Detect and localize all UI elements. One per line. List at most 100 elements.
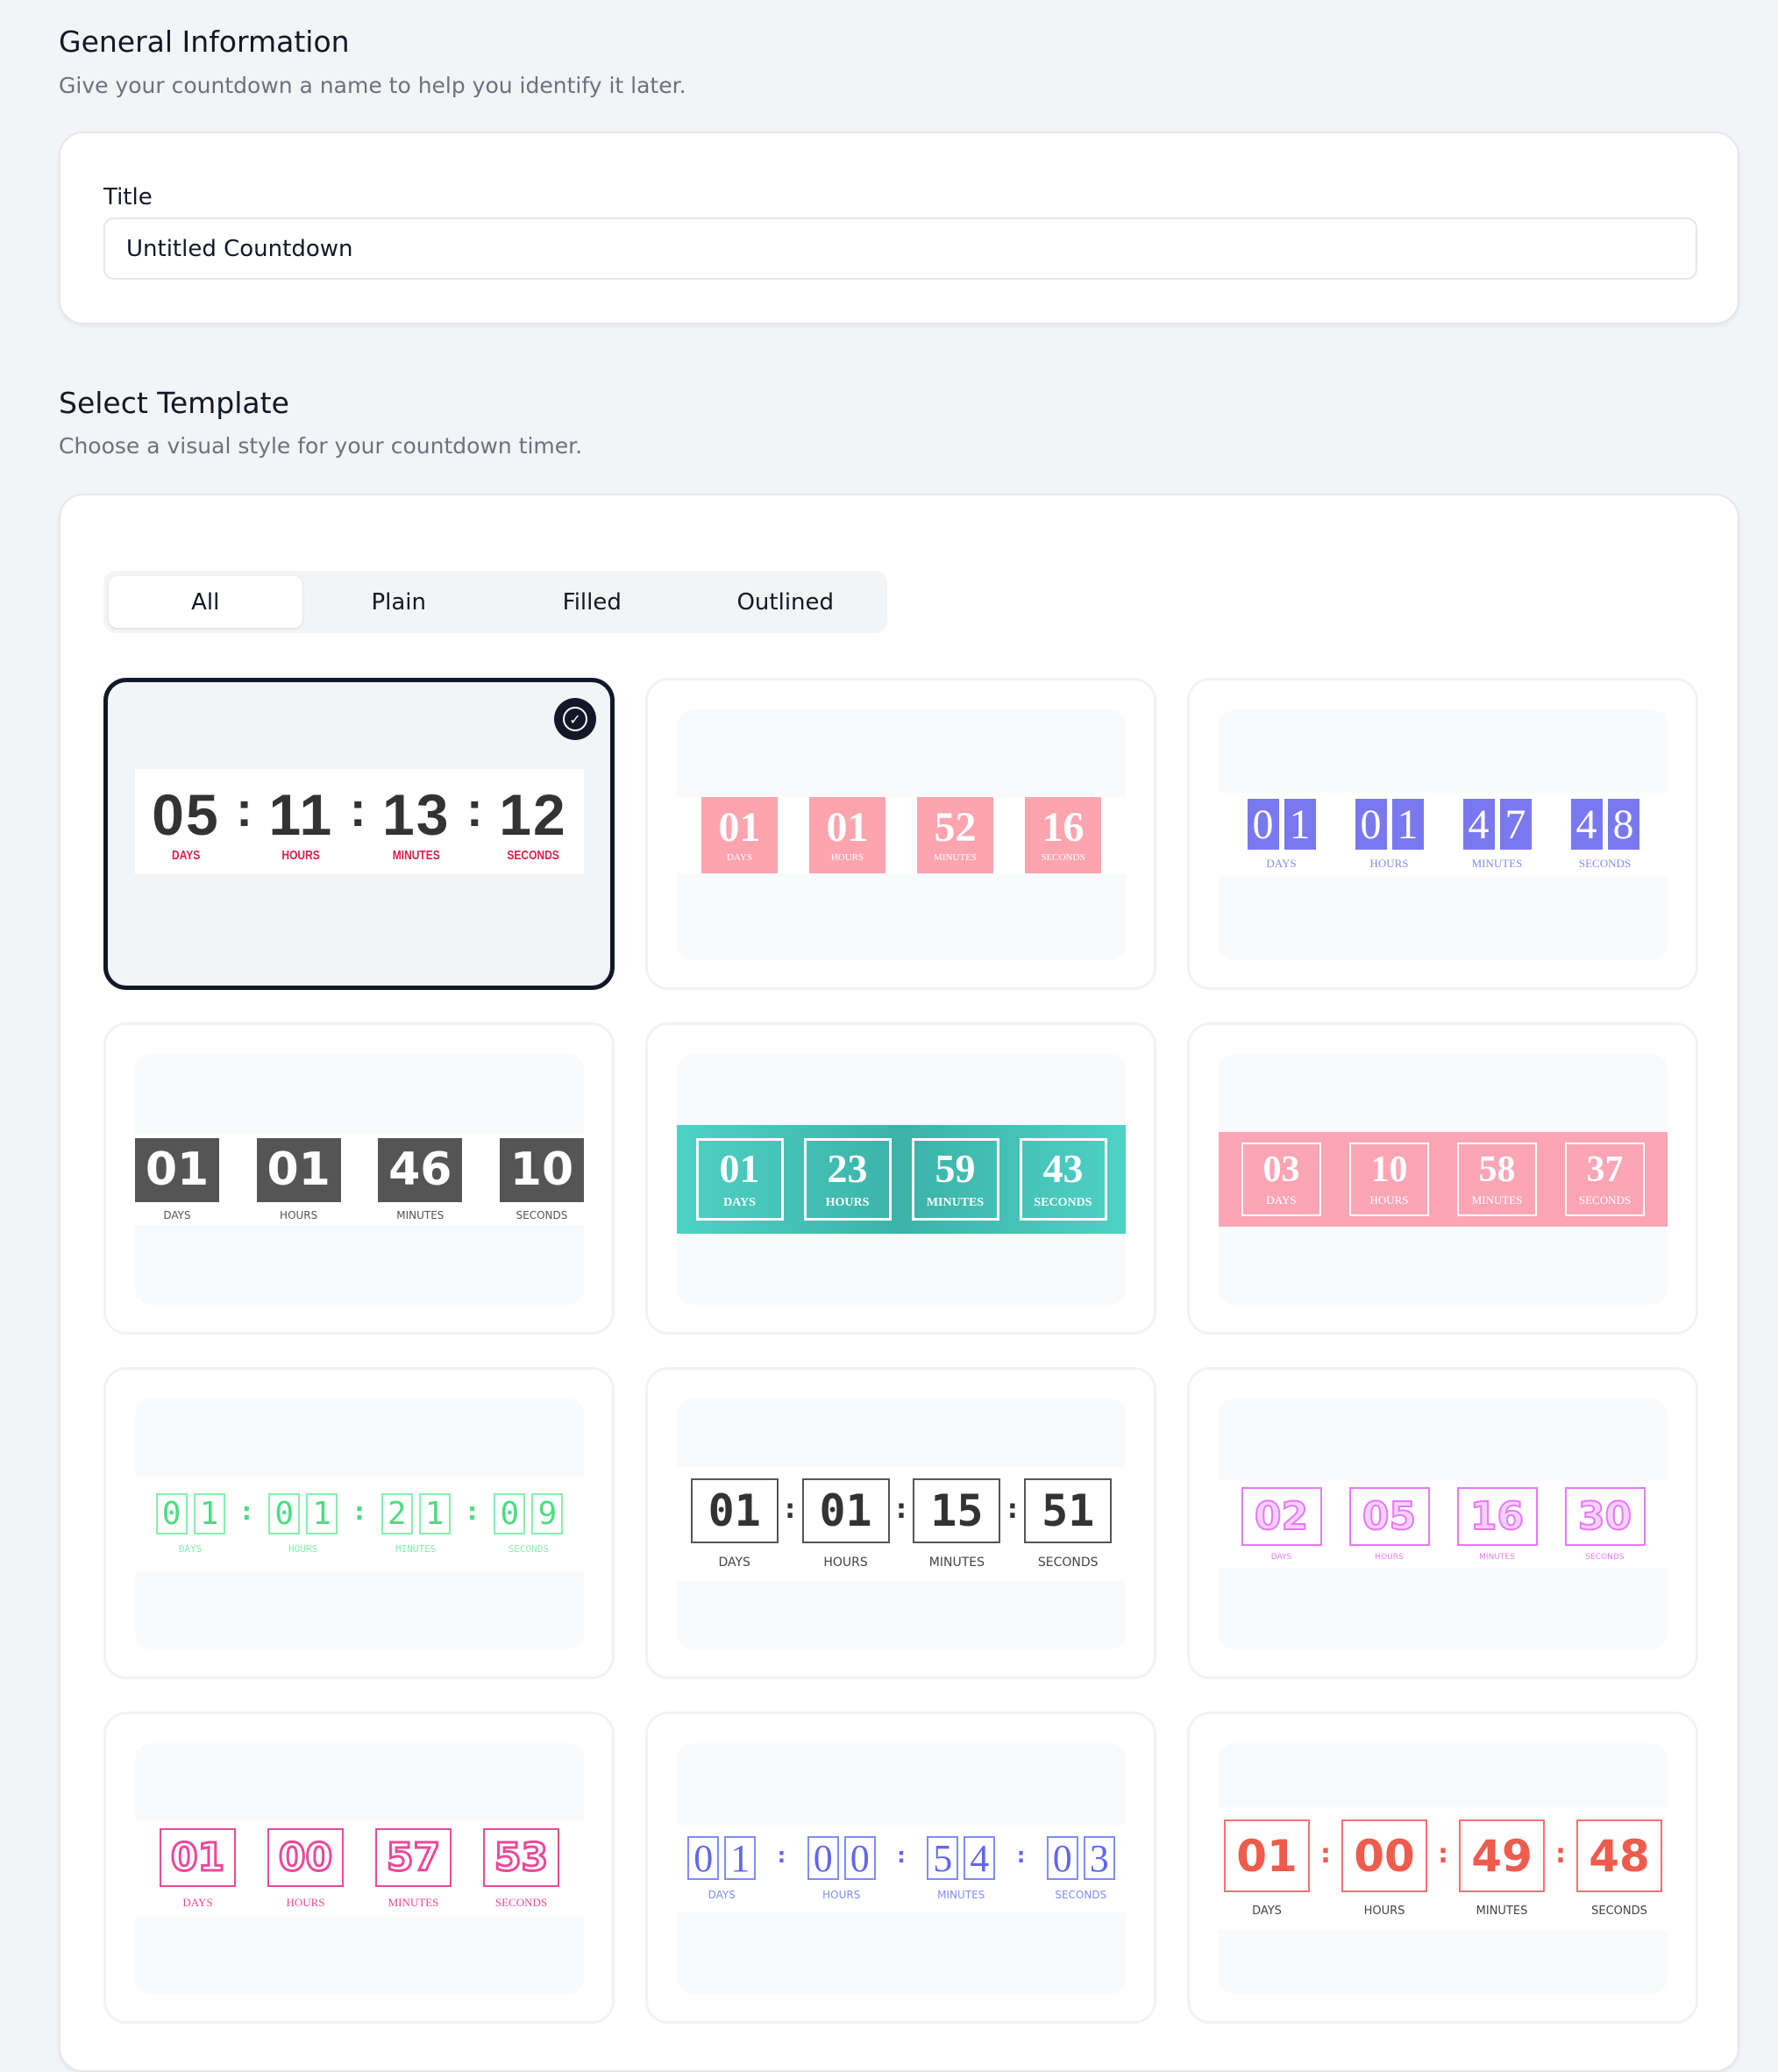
digit-boxes: 02 [1241, 1486, 1322, 1546]
template-option-6[interactable]: 03 Days 10 Hours 58 Minutes 37 Seconds [1187, 1022, 1698, 1335]
unit-label: Seconds [1055, 1889, 1107, 1901]
unit-label: Hours [281, 847, 321, 863]
countdown-unit: 46 Minutes [378, 1137, 463, 1221]
countdown-band: 0 1 Days:0 0 Hours:5 4 Minutes:0 3 Seconds [677, 1825, 1126, 1912]
template-option-3[interactable]: 0 1 Days 0 1 Hours 4 7 Minutes 4 8 Seconds [1187, 678, 1698, 990]
unit-label: Minutes [1471, 1193, 1523, 1207]
countdown-unit: 49 Minutes [1459, 1819, 1545, 1918]
template-option-9[interactable]: 02 Days 05 Hours 16 Minutes 30 Seconds [1187, 1367, 1698, 1679]
digit-value: 01 [145, 1143, 210, 1196]
template-preview: 01 Days 01 Hours 52 Minutes 16 Seconds [677, 709, 1126, 960]
unit-label: Days [718, 1556, 750, 1570]
unit-label: Days [1252, 1905, 1282, 1918]
template-option-1[interactable]: 05 Days:11 Hours:13 Minutes:12 Seconds ✓ [103, 678, 615, 990]
countdown-unit: 02 Days [1241, 1486, 1322, 1562]
digit-value: 0 [850, 1836, 870, 1880]
countdown-band: 03 Days 10 Hours 58 Minutes 37 Seconds [1219, 1132, 1668, 1227]
digit-boxes: 01 [690, 1478, 779, 1543]
digit-box: 51 [1024, 1478, 1113, 1543]
digit-value: 53 [493, 1833, 549, 1881]
digit-box: 0 [494, 1493, 526, 1534]
digit-boxes: 01 [256, 1137, 341, 1202]
digit-boxes: 01 [160, 1827, 236, 1887]
template-option-11[interactable]: 0 1 Days:0 0 Hours:5 4 Minutes:0 3 Seconds [645, 1712, 1156, 2024]
digit-boxes: 16 [1456, 1486, 1538, 1546]
unit-label: Hours [823, 1556, 868, 1570]
unit-label: Hours [830, 852, 864, 863]
digit-box: 12 [499, 781, 566, 848]
template-option-7[interactable]: 0 1 Days:0 1 Hours:2 1 Minutes:0 9 Seconds [103, 1367, 615, 1679]
tab-filled[interactable]: Filled [562, 588, 622, 616]
template-option-8[interactable]: 01 Days:01 Hours:15 Minutes:51 Seconds [645, 1367, 1156, 1679]
digit-value: 02 [1254, 1493, 1309, 1540]
countdown-unit: 13 Minutes [382, 781, 450, 863]
digit-boxes: 03 Days [1241, 1143, 1321, 1216]
tab-outlined[interactable]: Outlined [736, 588, 835, 616]
digit-boxes: 01 Hours [809, 796, 885, 873]
tab-plain[interactable]: Plain [371, 588, 427, 616]
digit-boxes: 58 Minutes [1457, 1143, 1537, 1216]
digit-value: 51 [1042, 1485, 1095, 1536]
unit-label: Days [723, 1196, 756, 1209]
separator: : [466, 1496, 478, 1526]
template-option-2[interactable]: 01 Days 01 Hours 52 Minutes 16 Seconds [645, 678, 1156, 990]
countdown-unit: 30 Seconds [1564, 1486, 1646, 1562]
unit-label: Minutes [395, 1543, 437, 1555]
digit-value: 46 [388, 1143, 452, 1196]
digit-box: 0 [1247, 799, 1279, 850]
template-option-5[interactable]: 01 Days 23 Hours 59 Minutes 43 Seconds [645, 1022, 1156, 1335]
countdown-unit: 00 Hours [1341, 1819, 1427, 1918]
digit-box: 0 [1046, 1836, 1078, 1880]
unit-label: Hours [1363, 1905, 1405, 1918]
digit-boxes: 00 [267, 1827, 344, 1887]
template-option-4[interactable]: 01 Days 01 Hours 46 Minutes 10 Seconds [103, 1022, 615, 1335]
template-option-10[interactable]: 01 Days 00 Hours 57 Minutes 53 Seconds [103, 1712, 615, 2024]
digit-box: 01 [690, 1478, 779, 1543]
unit-label: Seconds [1034, 1196, 1092, 1209]
digit-value: 48 [1589, 1830, 1650, 1882]
separator: : [1438, 1838, 1448, 1869]
template-preview: 01 Days 23 Hours 59 Minutes 43 Seconds [677, 1054, 1126, 1305]
digit-boxes: 01 [1224, 1819, 1310, 1892]
template-preview: 03 Days 10 Hours 58 Minutes 37 Seconds [1219, 1054, 1668, 1305]
digit-value: 37 [1586, 1150, 1624, 1190]
digit-value: 01 [718, 804, 761, 851]
digit-box: 9 [531, 1493, 564, 1534]
digit-box: 1 [193, 1493, 225, 1534]
digit-box: 01 Days [695, 1138, 784, 1221]
countdown-unit: 00 Hours [807, 1836, 876, 1901]
separator: : [785, 1493, 796, 1525]
countdown-unit: 43 Seconds [1019, 1138, 1107, 1221]
countdown-unit: 12 Seconds [499, 781, 566, 863]
countdown-band: 0 1 Days:0 1 Hours:2 1 Minutes:0 9 Seconds [135, 1477, 584, 1571]
digit-box: 03 Days [1241, 1143, 1321, 1216]
digit-value: 8 [1612, 801, 1634, 848]
digit-value: 0 [693, 1836, 714, 1880]
digit-boxes: 59 Minutes [911, 1138, 999, 1221]
digit-box: 8 [1607, 799, 1639, 850]
digit-value: 7 [1504, 801, 1526, 848]
digit-value: 01 [169, 1833, 225, 1881]
countdown-band: 01 Days:00 Hours:49 Minutes:48 Seconds [1219, 1807, 1668, 1930]
unit-label: Minutes [1471, 857, 1523, 870]
unit-label: Days [1270, 1552, 1292, 1562]
tab-all[interactable]: All [109, 576, 302, 628]
digit-box: 01 [160, 1827, 236, 1887]
digit-box: 57 [375, 1827, 452, 1887]
countdown-unit: 48 Seconds [1576, 1819, 1662, 1918]
title-input[interactable] [103, 217, 1697, 280]
digit-value: 1 [312, 1496, 332, 1532]
countdown-band: 01 Days 00 Hours 57 Minutes 53 Seconds [135, 1820, 584, 1917]
template-option-12[interactable]: 01 Days:00 Hours:49 Minutes:48 Seconds [1187, 1712, 1698, 2024]
unit-label: Minutes [1479, 1552, 1515, 1562]
unit-label: Minutes [934, 852, 977, 863]
digit-box: 58 Minutes [1457, 1143, 1537, 1216]
unit-label: Hours [1369, 857, 1409, 870]
digit-box: 16 Seconds [1025, 796, 1101, 873]
digit-value: 01 [708, 1485, 761, 1536]
